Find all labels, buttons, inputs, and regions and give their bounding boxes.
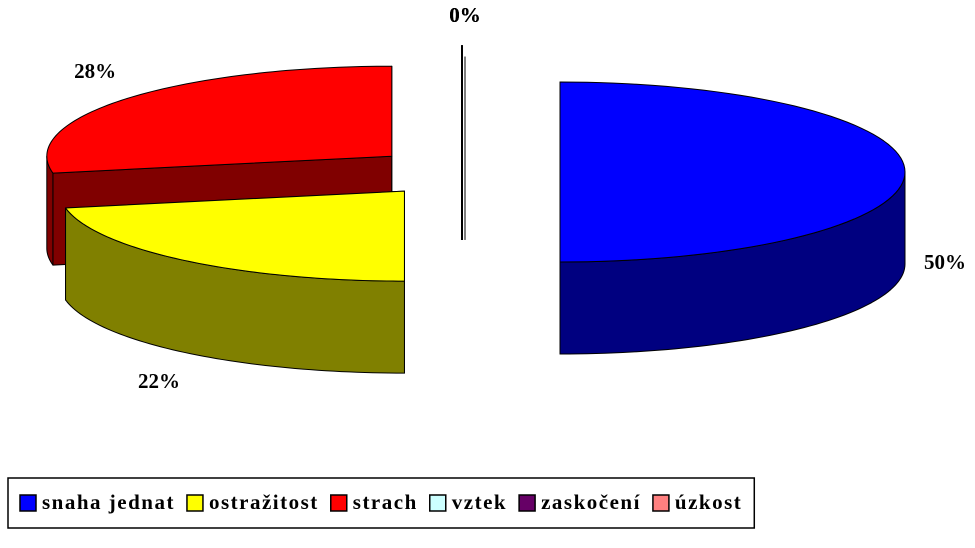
data-label: 22%	[138, 369, 180, 393]
data-label: 50%	[924, 250, 966, 274]
slice-top	[65, 190, 405, 282]
slice	[559, 81, 906, 355]
slice-top	[46, 65, 393, 174]
legend-swatch	[186, 494, 204, 512]
legend-label: ostražitost	[209, 490, 319, 514]
data-label: 28%	[74, 59, 116, 83]
data-label: 0%	[449, 3, 481, 27]
legend-label: snaha jednat	[42, 490, 175, 514]
legend-swatch	[429, 494, 447, 512]
data-label: 0%	[449, 3, 481, 27]
legend-swatch	[518, 494, 536, 512]
legend-box	[7, 477, 756, 529]
legend-swatch	[652, 494, 670, 512]
legend-label: zaskočení	[541, 490, 641, 514]
legend-label: úzkost	[675, 490, 742, 514]
legend-label: vztek	[452, 490, 507, 514]
legend-swatch	[19, 494, 37, 512]
legend-swatch	[330, 494, 348, 512]
data-label: 0%	[449, 3, 481, 27]
slice	[65, 190, 405, 374]
legend-label: strach	[353, 490, 418, 514]
slice-top	[559, 81, 906, 263]
